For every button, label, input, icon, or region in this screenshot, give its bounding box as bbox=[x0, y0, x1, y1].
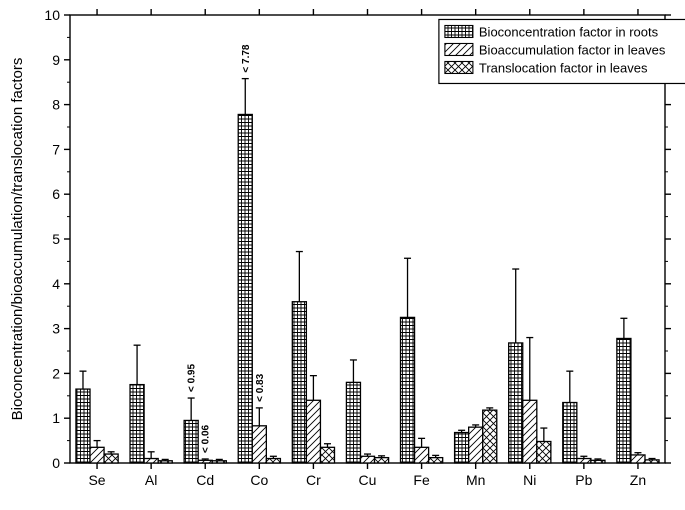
legend-label: Bioaccumulation factor in leaves bbox=[479, 42, 666, 57]
x-tick-label: Cr bbox=[306, 472, 321, 488]
x-tick-label: Co bbox=[250, 472, 268, 488]
chart-container: 0 1 2 3 4 5 6 7 8 9 10 Bioconcentration/bioaccumula… bbox=[0, 0, 685, 510]
bar bbox=[184, 420, 198, 463]
bar bbox=[523, 400, 537, 463]
y-axis-label: Bioconcentration/bioaccumulation/translo… bbox=[9, 58, 26, 421]
x-tick-label: Fe bbox=[413, 472, 430, 488]
bar bbox=[104, 454, 118, 463]
bar bbox=[455, 433, 469, 463]
bar bbox=[577, 459, 591, 463]
bar bbox=[645, 460, 659, 463]
bar bbox=[631, 455, 645, 463]
bar bbox=[563, 403, 577, 463]
bar bbox=[158, 461, 172, 463]
x-tick-label: Zn bbox=[630, 472, 646, 488]
bar-chart: 0 1 2 3 4 5 6 7 8 9 10 Bioconcentration/bioaccumula… bbox=[0, 0, 685, 510]
bar bbox=[320, 447, 334, 463]
bar bbox=[130, 385, 144, 463]
bar bbox=[306, 400, 320, 463]
bar bbox=[509, 343, 523, 463]
bar bbox=[591, 460, 605, 463]
x-tick-label: Se bbox=[88, 472, 105, 488]
bar bbox=[238, 114, 252, 463]
x-tick-label: Ni bbox=[523, 472, 536, 488]
bar-annotation: < 0.06 bbox=[201, 424, 212, 453]
legend-swatch bbox=[445, 61, 473, 73]
bar bbox=[360, 456, 374, 463]
bar bbox=[198, 460, 212, 463]
bar bbox=[375, 458, 389, 463]
x-tick-label: Al bbox=[145, 472, 157, 488]
bar-annotation: < 7.78 bbox=[241, 44, 252, 73]
bar-annotation: < 0.95 bbox=[187, 364, 198, 393]
bar bbox=[292, 302, 306, 463]
legend-label: Bioconcentration factor in roots bbox=[479, 24, 659, 39]
y-tick-label: 4 bbox=[52, 276, 60, 292]
y-tick-label: 3 bbox=[52, 321, 60, 337]
bar bbox=[400, 317, 414, 463]
legend-swatch bbox=[445, 43, 473, 55]
x-tick-label: Cd bbox=[196, 472, 214, 488]
bar bbox=[617, 338, 631, 463]
y-tick-label: 2 bbox=[52, 365, 60, 381]
legend-swatch bbox=[445, 25, 473, 37]
y-tick-label: 1 bbox=[52, 410, 60, 426]
bar bbox=[90, 447, 104, 463]
bar bbox=[212, 461, 226, 463]
legend-label: Translocation factor in leaves bbox=[479, 60, 648, 75]
bar bbox=[429, 458, 443, 463]
bar bbox=[144, 459, 158, 463]
y-tick-label: 6 bbox=[52, 186, 60, 202]
x-tick-label: Pb bbox=[575, 472, 592, 488]
x-tick-label: Mn bbox=[466, 472, 485, 488]
bar bbox=[252, 426, 266, 463]
bar bbox=[537, 441, 551, 463]
bar bbox=[266, 459, 280, 463]
y-tick-label: 8 bbox=[52, 97, 60, 113]
bar-annotation: < 0.83 bbox=[255, 373, 266, 402]
y-tick-label: 5 bbox=[52, 231, 60, 247]
bar bbox=[469, 427, 483, 463]
bar bbox=[415, 447, 429, 463]
x-tick-label: Cu bbox=[359, 472, 377, 488]
y-tick-label: 0 bbox=[52, 455, 60, 471]
y-tick-label: 7 bbox=[52, 141, 60, 157]
y-tick-label: 9 bbox=[52, 52, 60, 68]
bar bbox=[76, 389, 90, 463]
y-tick-label: 10 bbox=[44, 7, 60, 23]
bar bbox=[483, 410, 497, 463]
bar bbox=[346, 382, 360, 463]
